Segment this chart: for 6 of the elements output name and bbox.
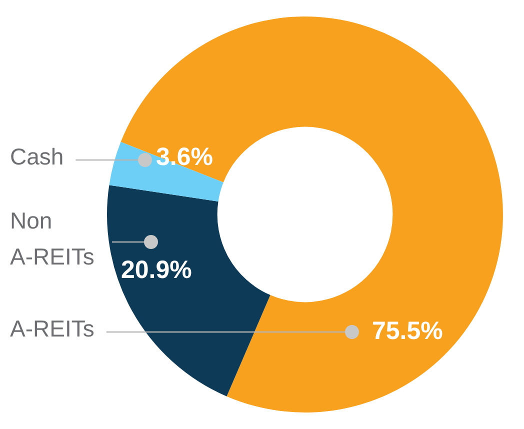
data-label: 75.5% bbox=[372, 316, 443, 345]
slice-label: A-REITs bbox=[10, 315, 94, 342]
slice-label: Cash bbox=[10, 143, 64, 170]
data-label: 3.6% bbox=[156, 142, 213, 171]
slice-label: Non A-REITs bbox=[10, 207, 94, 270]
data-label: 20.9% bbox=[121, 256, 192, 284]
